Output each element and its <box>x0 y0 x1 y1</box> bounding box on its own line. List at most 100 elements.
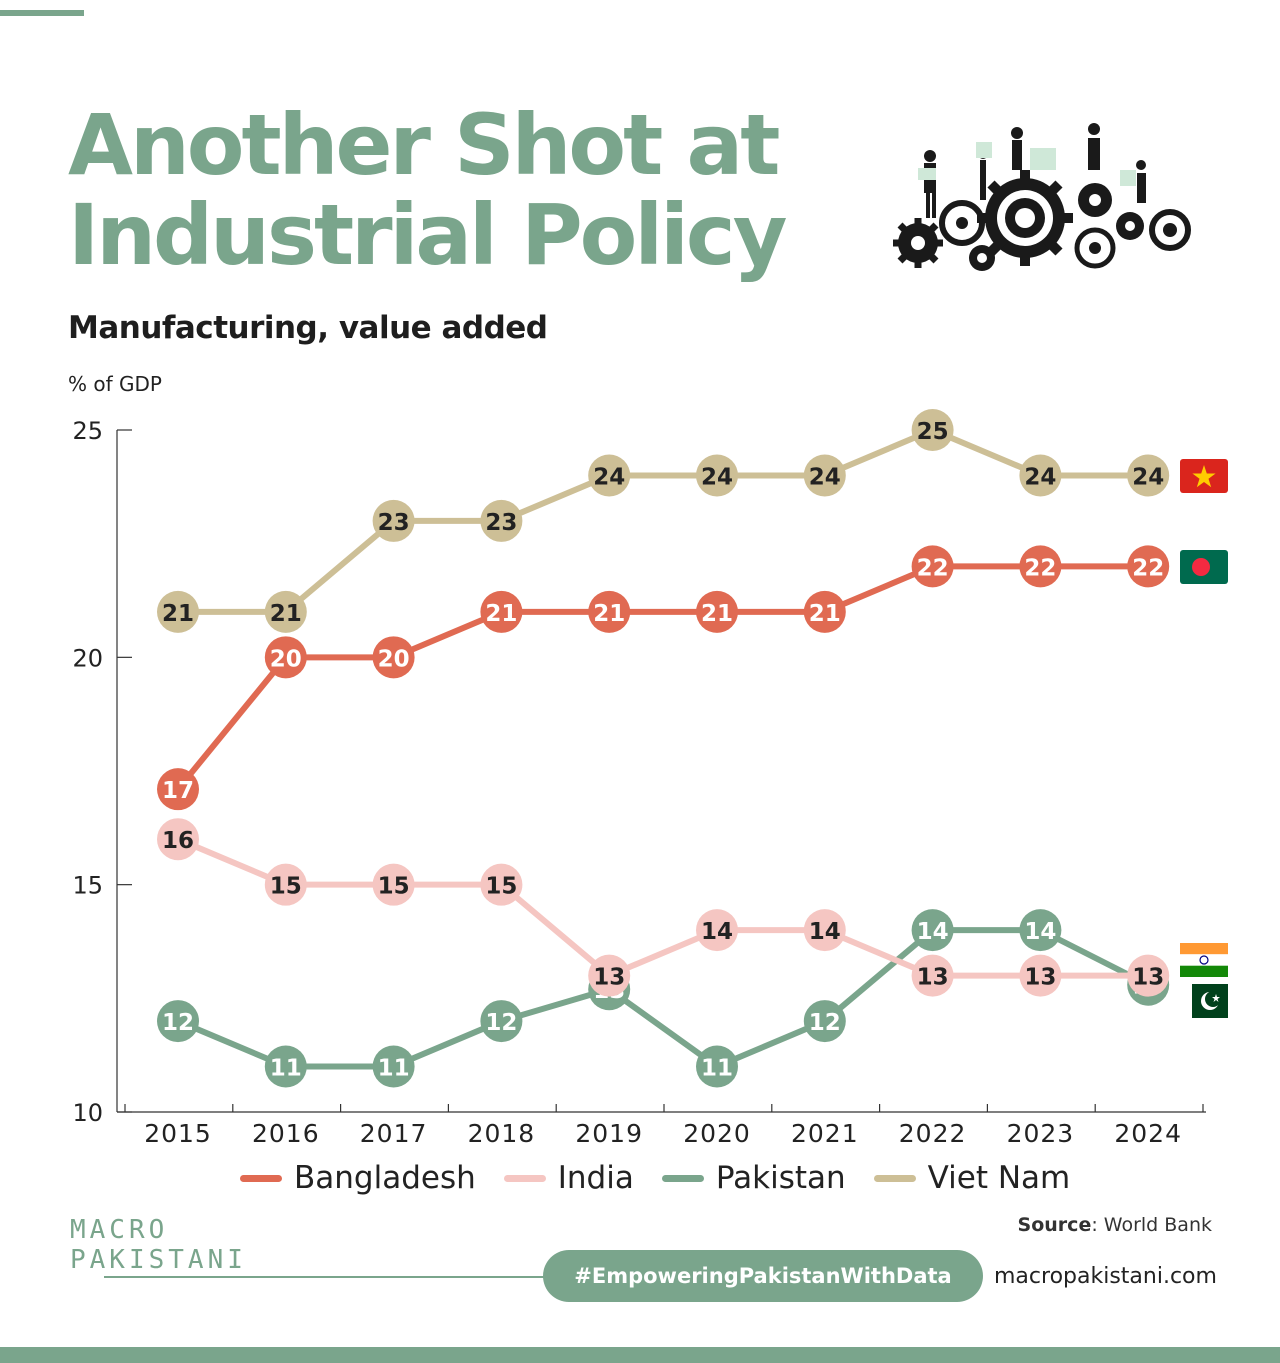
data-point-bangladesh <box>1019 545 1062 588</box>
data-point-india <box>1127 954 1170 997</box>
data-label-bangladesh: 21 <box>809 601 841 627</box>
y-axis-unit-label: % of GDP <box>68 372 162 396</box>
x-tick-label: 2024 <box>1114 1119 1182 1148</box>
source-key: Source <box>1017 1214 1092 1236</box>
data-point-bangladesh <box>911 545 954 588</box>
data-point-india <box>803 909 846 952</box>
x-tick-label: 2022 <box>899 1119 967 1148</box>
data-label-viet-nam: 24 <box>1132 464 1164 490</box>
legend-label-india: India <box>557 1160 634 1196</box>
data-label-bangladesh: 20 <box>378 646 410 672</box>
data-label-india: 13 <box>917 965 949 991</box>
source-value: : World Bank <box>1091 1214 1212 1236</box>
data-label-pakistan: 14 <box>1024 919 1056 945</box>
brand-logo: MACRO PAKISTANI <box>70 1215 247 1275</box>
title-line-1: Another Shot at <box>68 96 780 194</box>
data-label-india: 14 <box>809 919 841 945</box>
brand-divider-line <box>104 1276 574 1278</box>
data-point-viet-nam <box>372 499 415 542</box>
series-line-india <box>176 836 1149 979</box>
data-point-bangladesh <box>264 636 307 679</box>
data-label-india: 16 <box>162 828 194 854</box>
page-title: Another Shot at Industrial Policy <box>68 96 787 284</box>
data-label-viet-nam: 21 <box>162 601 194 627</box>
pakistan-flag-icon <box>1180 984 1228 1018</box>
x-tick-label: 2018 <box>468 1119 536 1148</box>
data-point-india <box>1019 954 1062 997</box>
legend-item-vietnam: Viet Nam <box>873 1160 1071 1196</box>
data-label-viet-nam: 23 <box>378 510 410 536</box>
x-tick-label: 2015 <box>144 1119 212 1148</box>
data-label-bangladesh: 22 <box>917 555 949 581</box>
x-tick-label: 2019 <box>575 1119 643 1148</box>
data-point-pakistan <box>157 1000 199 1043</box>
data-point-viet-nam <box>911 409 954 451</box>
data-label-pakistan: 12 <box>485 1010 517 1036</box>
legend-label-vietnam: Viet Nam <box>927 1160 1071 1196</box>
data-point-india <box>372 863 415 906</box>
legend-swatch-pakistan <box>661 1174 704 1182</box>
data-label-bangladesh: 21 <box>701 601 733 627</box>
data-label-india: 13 <box>593 965 625 991</box>
data-label-pakistan: 11 <box>270 1056 302 1082</box>
data-label-pakistan: 11 <box>378 1056 410 1082</box>
brand-line-1: MACRO <box>70 1215 169 1245</box>
data-label-pakistan: 14 <box>917 919 949 945</box>
data-label-bangladesh: 20 <box>270 646 302 672</box>
x-tick-label: 2017 <box>360 1119 428 1148</box>
data-point-viet-nam <box>1019 454 1062 497</box>
data-point-bangladesh <box>372 636 415 679</box>
data-label-india: 15 <box>378 874 410 900</box>
data-label-india: 14 <box>701 919 733 945</box>
data-point-bangladesh <box>157 768 199 811</box>
data-point-viet-nam <box>803 454 846 497</box>
y-tick-label: 20 <box>72 644 103 672</box>
data-label-pakistan: 12 <box>809 1010 841 1036</box>
top-accent-bar <box>0 10 84 16</box>
data-point-pakistan <box>911 909 954 952</box>
data-point-india <box>157 818 199 861</box>
data-point-pakistan <box>480 1000 523 1043</box>
x-tick-label: 2021 <box>791 1119 859 1148</box>
data-label-india: 13 <box>1024 965 1056 991</box>
data-point-india <box>696 909 738 952</box>
chart-subtitle: Manufacturing, value added <box>68 310 548 346</box>
data-label-india: 15 <box>270 874 302 900</box>
series-line-bangladesh <box>175 563 1149 792</box>
data-label-india: 13 <box>1132 965 1164 991</box>
legend-item-india: India <box>503 1160 634 1196</box>
data-label-viet-nam: 24 <box>593 464 625 490</box>
data-point-pakistan <box>696 1045 738 1088</box>
data-label-bangladesh: 22 <box>1132 555 1164 581</box>
data-label-viet-nam: 24 <box>1024 464 1056 490</box>
data-point-india <box>264 863 307 906</box>
data-point-bangladesh <box>803 590 846 633</box>
data-label-viet-nam: 24 <box>809 464 841 490</box>
data-point-bangladesh <box>696 590 738 633</box>
legend-item-pakistan: Pakistan <box>661 1160 846 1196</box>
data-label-bangladesh: 22 <box>1024 555 1056 581</box>
title-line-2: Industrial Policy <box>68 186 787 284</box>
data-point-pakistan <box>264 1045 307 1088</box>
y-tick-label: 15 <box>72 872 103 900</box>
data-point-india <box>588 954 631 997</box>
data-point-bangladesh <box>588 590 631 633</box>
data-point-viet-nam <box>157 590 199 633</box>
website-link[interactable]: macropakistani.com <box>994 1264 1217 1289</box>
data-point-viet-nam <box>588 454 631 497</box>
data-label-bangladesh: 21 <box>593 601 625 627</box>
data-label-pakistan: 12 <box>162 1010 194 1036</box>
data-label-viet-nam: 25 <box>917 419 949 445</box>
x-tick-label: 2020 <box>683 1119 751 1148</box>
hashtag-badge: #EmpoweringPakistanWithData <box>543 1250 983 1302</box>
legend-swatch-bangladesh <box>240 1174 282 1182</box>
data-point-viet-nam <box>264 590 307 633</box>
brand-line-2: PAKISTANI <box>70 1245 247 1275</box>
source-note: Source: World Bank <box>1018 1214 1212 1236</box>
data-label-bangladesh: 17 <box>162 778 194 804</box>
data-point-pakistan <box>372 1045 415 1088</box>
y-tick-label: 25 <box>72 417 103 445</box>
data-label-bangladesh: 21 <box>485 601 517 627</box>
data-point-bangladesh <box>1127 545 1170 588</box>
